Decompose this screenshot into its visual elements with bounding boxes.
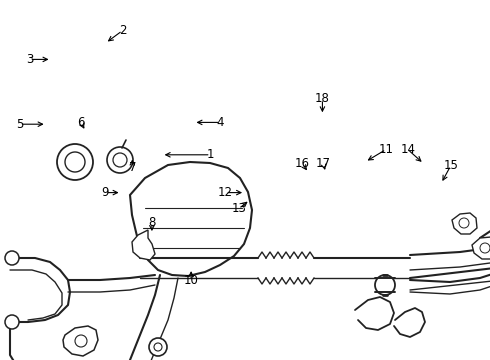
Circle shape — [149, 338, 167, 356]
Text: 14: 14 — [400, 143, 415, 156]
Circle shape — [75, 335, 87, 347]
Polygon shape — [452, 213, 477, 234]
Text: 17: 17 — [316, 157, 331, 170]
Text: 2: 2 — [119, 24, 126, 37]
Text: 15: 15 — [443, 159, 458, 172]
Text: 7: 7 — [128, 161, 136, 174]
Text: 11: 11 — [379, 143, 393, 156]
Circle shape — [5, 251, 19, 265]
Circle shape — [107, 147, 133, 173]
Text: 10: 10 — [184, 274, 198, 287]
Circle shape — [65, 152, 85, 172]
Text: 5: 5 — [16, 118, 24, 131]
Polygon shape — [132, 230, 155, 260]
Polygon shape — [472, 237, 490, 259]
Text: 1: 1 — [207, 148, 215, 161]
Circle shape — [154, 343, 162, 351]
Polygon shape — [63, 326, 98, 356]
Circle shape — [113, 153, 127, 167]
Circle shape — [5, 315, 19, 329]
Text: 8: 8 — [148, 216, 156, 229]
Circle shape — [375, 275, 395, 295]
Circle shape — [459, 218, 469, 228]
Text: 4: 4 — [217, 116, 224, 129]
Text: 16: 16 — [295, 157, 310, 170]
Text: 3: 3 — [25, 53, 33, 66]
Text: 12: 12 — [218, 186, 233, 199]
Polygon shape — [130, 162, 252, 276]
Text: 13: 13 — [231, 202, 246, 215]
Text: 18: 18 — [315, 93, 330, 105]
Text: 9: 9 — [101, 186, 109, 199]
Circle shape — [57, 144, 93, 180]
Text: 6: 6 — [77, 116, 85, 129]
Circle shape — [480, 243, 490, 253]
